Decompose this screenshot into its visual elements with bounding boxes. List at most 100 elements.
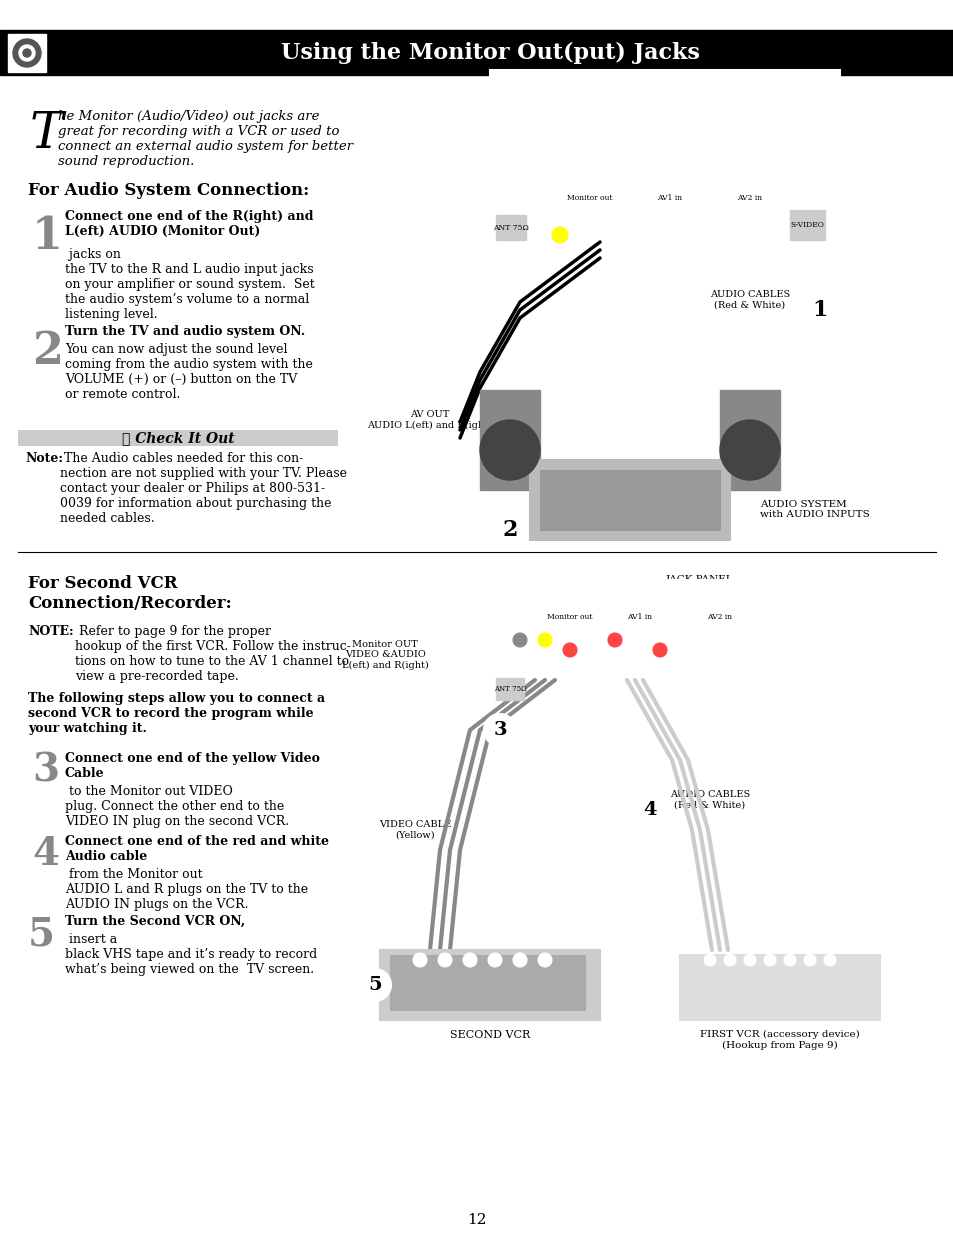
Circle shape <box>23 49 30 57</box>
Text: AV2 in: AV2 in <box>737 194 761 203</box>
Circle shape <box>507 212 521 227</box>
Bar <box>496 678 523 700</box>
Text: 1: 1 <box>32 215 63 258</box>
Text: You can now adjust the sound level
coming from the audio system with the
VOLUME : You can now adjust the sound level comin… <box>65 343 313 401</box>
Bar <box>490 580 809 680</box>
Circle shape <box>651 227 667 243</box>
Text: ☑ Check It Out: ☑ Check It Out <box>122 431 234 445</box>
Circle shape <box>413 953 427 967</box>
Circle shape <box>638 212 651 227</box>
Circle shape <box>720 420 780 480</box>
Circle shape <box>592 212 607 228</box>
Circle shape <box>483 714 516 746</box>
Bar <box>679 955 879 1020</box>
Bar <box>379 950 599 1020</box>
Circle shape <box>712 643 726 657</box>
Circle shape <box>671 227 687 243</box>
Circle shape <box>552 227 567 243</box>
Circle shape <box>803 953 815 966</box>
Circle shape <box>572 212 587 228</box>
Text: AV OUT
AUDIO L(eft) and R(ight): AV OUT AUDIO L(eft) and R(ight) <box>367 410 492 430</box>
Text: Monitor OUT
VIDEO &AUDIO
L(eft) and R(ight): Monitor OUT VIDEO &AUDIO L(eft) and R(ig… <box>341 640 428 669</box>
Circle shape <box>437 953 452 967</box>
Text: Monitor out: Monitor out <box>547 613 592 621</box>
Text: ANT 75Ω: ANT 75Ω <box>493 224 528 232</box>
Text: ANT 75Ω: ANT 75Ω <box>493 685 526 693</box>
Text: Monitor out: Monitor out <box>567 194 612 203</box>
Circle shape <box>752 653 766 667</box>
Circle shape <box>692 643 706 657</box>
Circle shape <box>479 420 539 480</box>
Circle shape <box>631 227 647 243</box>
Circle shape <box>462 953 476 967</box>
Circle shape <box>732 653 746 667</box>
Bar <box>539 471 720 530</box>
Text: AV1 in: AV1 in <box>627 613 652 621</box>
Circle shape <box>723 953 735 966</box>
Text: Using the Monitor Out(put) Jacks: Using the Monitor Out(put) Jacks <box>280 42 699 64</box>
Text: The following steps allow you to connect a
second VCR to record the program whil: The following steps allow you to connect… <box>28 692 325 735</box>
Text: For Audio System Connection:: For Audio System Connection: <box>28 182 309 199</box>
Circle shape <box>13 40 41 67</box>
Circle shape <box>612 237 627 253</box>
Text: AV2 in: AV2 in <box>707 613 732 621</box>
Text: JACK PANEL
Located on the back of the TV: JACK PANEL Located on the back of the TV <box>620 576 779 594</box>
Bar <box>496 215 525 240</box>
Bar <box>18 425 337 530</box>
Circle shape <box>801 291 837 329</box>
Circle shape <box>672 643 686 657</box>
Text: 12: 12 <box>467 1213 486 1228</box>
Text: Turn the Second VCR ON,: Turn the Second VCR ON, <box>65 915 245 927</box>
Text: VIDEO CABLE
(Yellow): VIDEO CABLE (Yellow) <box>378 820 451 840</box>
Bar <box>18 430 337 446</box>
Text: 1: 1 <box>811 299 827 321</box>
Text: AV1 in: AV1 in <box>657 194 681 203</box>
Text: FIRST VCR (accessory device)
(Hookup from Page 9): FIRST VCR (accessory device) (Hookup fro… <box>700 1030 859 1050</box>
Circle shape <box>652 643 666 657</box>
Bar <box>0 30 953 75</box>
Text: JACK PANEL
Located on the back of the TV: JACK PANEL Located on the back of the TV <box>520 100 679 120</box>
Text: jacks on
the TV to the R and L audio input jacks
on your amplifier or sound syst: jacks on the TV to the R and L audio inp… <box>65 248 314 321</box>
Circle shape <box>19 44 35 61</box>
Text: Connect one end of the red and white
Audio cable: Connect one end of the red and white Aud… <box>65 835 329 863</box>
Text: Connect one end of the R(ight) and
L(eft) AUDIO (Monitor Out): Connect one end of the R(ight) and L(eft… <box>65 210 314 238</box>
Text: he Monitor (Audio/Video) out jacks are
great for recording with a VCR or used to: he Monitor (Audio/Video) out jacks are g… <box>58 110 353 168</box>
Text: S-VIDEO: S-VIDEO <box>789 221 823 228</box>
Bar <box>8 35 46 72</box>
Circle shape <box>582 212 597 227</box>
Text: For Second VCR: For Second VCR <box>28 576 177 592</box>
Circle shape <box>627 634 641 647</box>
Circle shape <box>711 237 727 253</box>
Circle shape <box>783 953 795 966</box>
Text: 2: 2 <box>32 330 63 373</box>
Circle shape <box>488 953 501 967</box>
Text: 3: 3 <box>32 752 59 790</box>
Circle shape <box>562 643 577 657</box>
Circle shape <box>731 237 747 253</box>
Text: 4: 4 <box>32 835 59 873</box>
Circle shape <box>634 794 665 826</box>
Text: to the Monitor out VIDEO
plug. Connect the other end to the
VIDEO IN plug on the: to the Monitor out VIDEO plug. Connect t… <box>65 785 289 827</box>
Circle shape <box>691 237 707 253</box>
Text: AUDIO CABLES
(Red & White): AUDIO CABLES (Red & White) <box>669 790 749 809</box>
Circle shape <box>613 212 626 227</box>
Circle shape <box>763 953 775 966</box>
Text: 5: 5 <box>28 915 55 953</box>
Bar <box>789 210 824 240</box>
Circle shape <box>751 237 767 253</box>
Circle shape <box>492 513 527 548</box>
Circle shape <box>703 953 716 966</box>
Text: NOTE:: NOTE: <box>28 625 73 638</box>
Text: SECOND VCR: SECOND VCR <box>450 1030 530 1040</box>
Text: Refer to page 9 for the proper
hookup of the first VCR. Follow the instruc-
tion: Refer to page 9 for the proper hookup of… <box>75 625 351 683</box>
Circle shape <box>607 634 621 647</box>
Circle shape <box>743 953 755 966</box>
Circle shape <box>513 953 526 967</box>
Bar <box>390 955 584 1010</box>
Text: from the Monitor out
AUDIO L and R plugs on the TV to the
AUDIO IN plugs on the : from the Monitor out AUDIO L and R plugs… <box>65 868 308 911</box>
Text: 2: 2 <box>501 519 517 541</box>
Bar <box>479 390 539 490</box>
Text: AUDIO CABLES
(Red & White): AUDIO CABLES (Red & White) <box>709 290 789 310</box>
Circle shape <box>823 953 835 966</box>
Circle shape <box>558 212 572 227</box>
